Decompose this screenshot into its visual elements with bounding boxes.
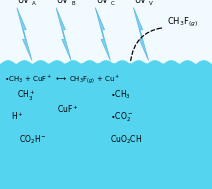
FancyArrowPatch shape — [131, 28, 162, 60]
Text: CuF$^+$: CuF$^+$ — [57, 103, 79, 115]
Text: CuO$_2$CH: CuO$_2$CH — [110, 133, 142, 146]
Text: CO$_2$H$^-$: CO$_2$H$^-$ — [19, 133, 47, 146]
Text: $\bullet$CO$_2^-$: $\bullet$CO$_2^-$ — [110, 111, 133, 124]
Text: A: A — [32, 1, 36, 6]
Polygon shape — [0, 60, 212, 189]
Text: $\bullet$CH$_3$: $\bullet$CH$_3$ — [110, 89, 131, 101]
Text: CH$_3$F$_{(g)}$: CH$_3$F$_{(g)}$ — [167, 16, 198, 29]
Text: B: B — [72, 1, 75, 6]
Text: UV: UV — [134, 0, 146, 5]
Polygon shape — [133, 8, 149, 60]
Text: UV: UV — [96, 0, 108, 5]
Text: V: V — [149, 1, 153, 6]
Text: UV: UV — [57, 0, 68, 5]
Polygon shape — [56, 8, 71, 60]
Polygon shape — [17, 8, 32, 60]
Text: UV: UV — [17, 0, 29, 5]
Text: H$^+$: H$^+$ — [11, 111, 24, 122]
Text: C: C — [111, 1, 115, 6]
Text: $\bullet$CH$_3$ + CuF$^+$ $\longleftrightarrow$ CH$_3$F$_{(g)}$ + Cu$^+$: $\bullet$CH$_3$ + CuF$^+$ $\longleftrigh… — [4, 74, 120, 86]
Text: CH$_3^+$: CH$_3^+$ — [17, 89, 35, 103]
Polygon shape — [95, 8, 110, 60]
